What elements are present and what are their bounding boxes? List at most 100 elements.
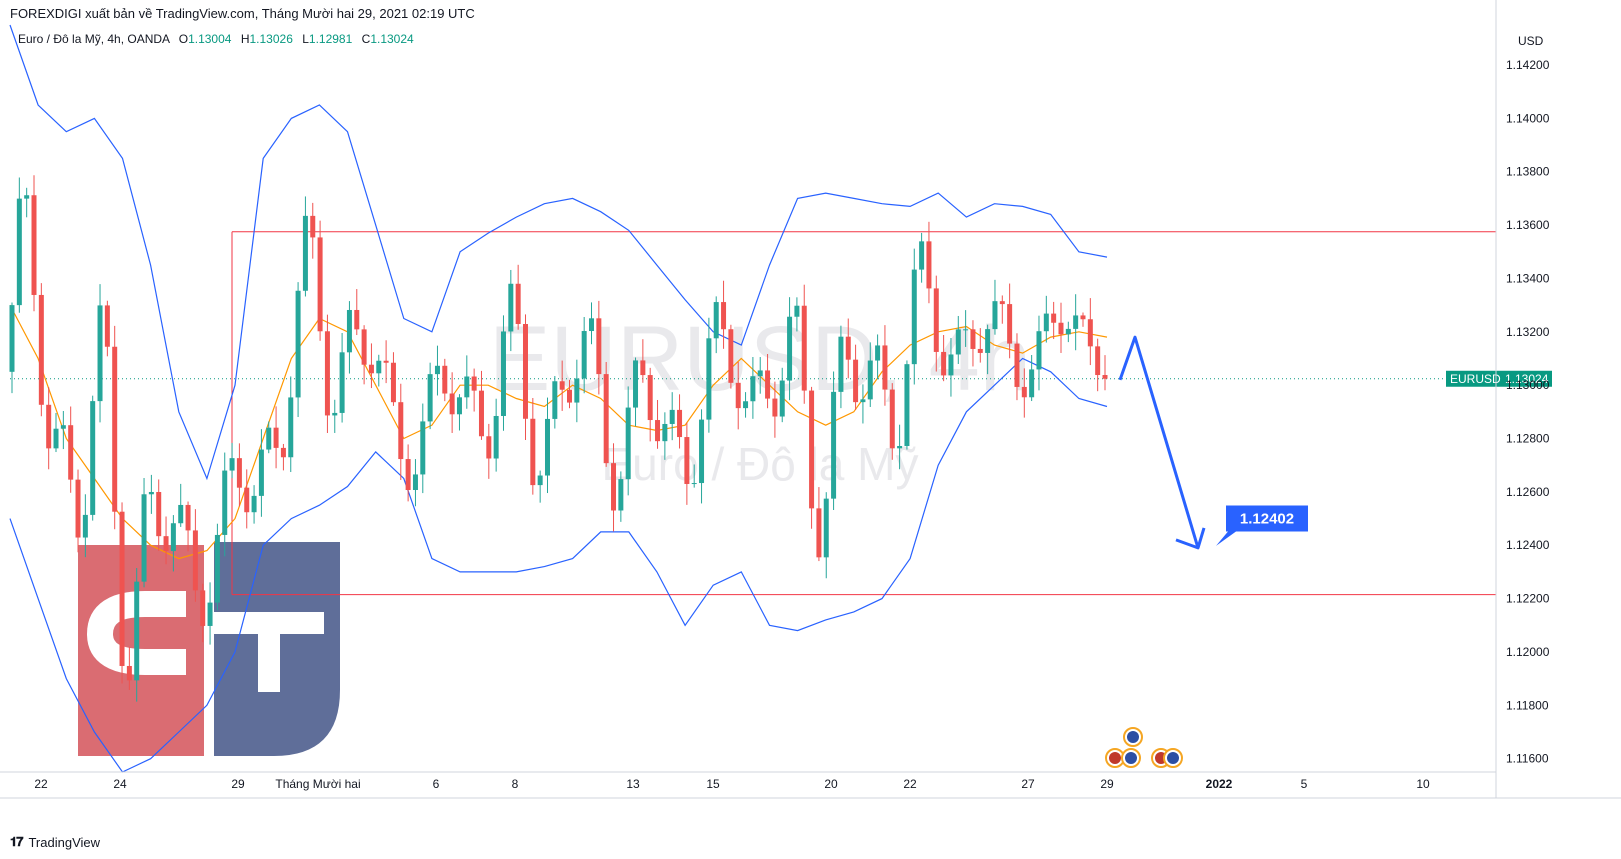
candle-body [405, 459, 411, 490]
y-tick-label: 1.13000 [1506, 378, 1550, 392]
candle-body [31, 195, 37, 295]
candle-body [324, 331, 330, 416]
y-tick-label: 1.12000 [1506, 645, 1550, 659]
candle-body [1007, 304, 1013, 344]
candle-body [170, 523, 176, 552]
candle-body [882, 345, 888, 390]
target-label-text: 1.12402 [1240, 511, 1294, 528]
candle-body [787, 316, 793, 381]
candle-body [486, 436, 492, 459]
candle-body [500, 331, 506, 416]
y-tick-label: 1.11800 [1506, 698, 1549, 712]
currency-label: USD [1518, 34, 1544, 48]
candle-body [273, 427, 279, 448]
candle-body [706, 338, 712, 420]
candle-body [229, 458, 235, 471]
candle-body [1102, 375, 1108, 379]
candle-body [456, 397, 462, 415]
candle-body [420, 421, 426, 475]
candle-body [985, 329, 991, 353]
candle-body [750, 376, 756, 402]
candle-body [163, 536, 169, 552]
candle-body [16, 198, 22, 306]
candle-body [941, 351, 947, 376]
x-tick-label: 15 [706, 777, 720, 791]
candle-body [493, 415, 499, 459]
candle-body [1051, 313, 1057, 323]
candle-body [772, 398, 778, 417]
candle-body [112, 346, 118, 512]
candle-body [559, 381, 565, 390]
candle-body [816, 508, 822, 558]
candle-body [655, 420, 661, 442]
symbol-title[interactable]: Euro / Đô la Mỹ, 4h, OANDA [18, 32, 170, 46]
candle-body [684, 437, 690, 484]
event-flag-inner [1125, 752, 1137, 764]
candle-body [933, 288, 939, 352]
candle-body [1095, 346, 1101, 376]
candle-body [317, 237, 323, 332]
candle-body [148, 491, 154, 495]
candle-body [119, 511, 125, 666]
candle-body [244, 487, 250, 513]
candle-body [853, 359, 859, 403]
y-tick-label: 1.13400 [1506, 271, 1550, 285]
x-tick-label: 6 [433, 777, 440, 791]
y-tick-label: 1.14200 [1506, 58, 1550, 72]
publish-header: FOREXDIGI xuất bản về TradingView.com, T… [10, 6, 475, 21]
x-tick-label: 8 [512, 777, 519, 791]
candle-body [691, 483, 697, 485]
footer: 𝟏𝟕 TradingView [10, 834, 100, 850]
candle-body [46, 404, 52, 449]
candle-body [1073, 315, 1079, 329]
tradingview-logo-icon[interactable]: 𝟏𝟕 [10, 834, 24, 849]
candle-body [1021, 386, 1027, 398]
candle-body [633, 360, 639, 408]
candle-body [412, 474, 418, 490]
candle-body [368, 364, 374, 374]
candle-body [178, 504, 184, 524]
x-tick-label: 29 [231, 777, 245, 791]
candle-body [280, 447, 286, 458]
candle-body [354, 309, 360, 330]
candle-body [361, 329, 367, 365]
candle-body [200, 590, 206, 626]
candle-body [904, 364, 910, 446]
x-tick-label: 20 [824, 777, 838, 791]
candle-body [75, 479, 81, 538]
x-tick-label: 5 [1301, 777, 1308, 791]
close-label: C [361, 32, 371, 46]
candle-body [589, 318, 595, 332]
candle-body [251, 495, 257, 513]
candle-body [875, 345, 881, 361]
candle-body [867, 360, 873, 400]
candle-body [442, 365, 448, 394]
candle-body [596, 318, 602, 375]
gt-logo [78, 542, 340, 756]
candle-body [24, 195, 30, 199]
candle-body [53, 428, 59, 449]
candle-body [376, 360, 382, 374]
candle-body [126, 665, 132, 681]
candle-body [699, 419, 705, 484]
candle-body [1087, 319, 1093, 347]
tradingview-brand[interactable]: TradingView [28, 834, 101, 850]
candle-body [765, 370, 771, 399]
candle-body [889, 389, 895, 449]
candle-body [141, 494, 147, 582]
candle-body [68, 425, 74, 480]
candle-body [1065, 328, 1071, 335]
candle-body [992, 301, 998, 330]
open-value: 1.13004 [188, 32, 232, 46]
event-flag-inner [1127, 731, 1139, 743]
candle-body [713, 302, 719, 339]
candle-body [603, 374, 609, 464]
x-tick-label: 27 [1021, 777, 1035, 791]
candle-body [779, 380, 785, 417]
series-line-2 [9, 357, 1108, 773]
candle-body [970, 329, 976, 349]
candle-body [1029, 369, 1035, 398]
candle-body [332, 412, 338, 416]
candle-body [1043, 313, 1049, 332]
